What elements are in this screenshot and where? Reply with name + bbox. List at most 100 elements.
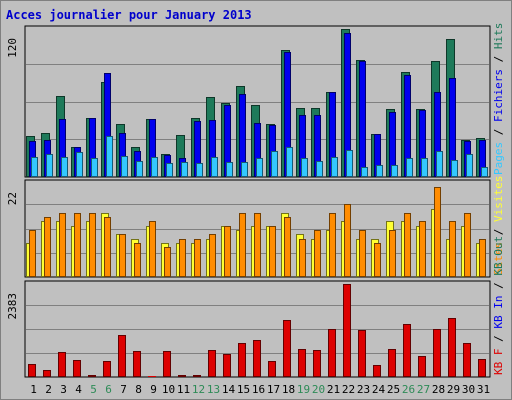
- legend-separator: /: [492, 276, 505, 296]
- bar-sites: [434, 187, 441, 277]
- bar-sites: [389, 230, 396, 277]
- bar-kb-f: [328, 329, 336, 377]
- bar-pages: [31, 157, 38, 177]
- legend-sites: Sites: [492, 242, 505, 275]
- panel-legend: KB F / KB In / KB Out: [492, 236, 505, 375]
- panels-group: 120 Pages / Fichiers / Hits 22 Sites / Visi…: [6, 23, 505, 378]
- legend-separator: /: [492, 49, 505, 69]
- day-label: 5: [90, 383, 97, 396]
- bar-kb-f: [403, 324, 411, 377]
- bar-kb-f: [148, 376, 156, 377]
- day-label: 11: [177, 383, 190, 396]
- day-label: 26: [402, 383, 415, 396]
- bar-sites: [269, 226, 276, 277]
- bar-pages: [346, 150, 353, 177]
- bar-kb-f: [88, 375, 96, 377]
- bar-pages: [361, 167, 368, 177]
- bar-sites: [194, 239, 201, 277]
- bar-pages: [46, 154, 53, 177]
- bar-fichiers: [359, 61, 366, 177]
- bar-kb-f: [283, 320, 291, 377]
- bar-sites: [449, 221, 456, 277]
- bar-pages: [331, 157, 338, 177]
- bar-pages: [436, 151, 443, 177]
- bar-pages: [166, 163, 173, 177]
- bar-sites: [419, 221, 426, 277]
- bar-kb-f: [118, 335, 126, 377]
- bar-sites: [374, 243, 381, 277]
- panel-legend: Sites / Visites: [492, 176, 505, 275]
- bar-kb-f: [463, 343, 471, 377]
- bar-pages: [481, 167, 488, 177]
- bar-kb-f: [373, 365, 381, 377]
- day-label: 20: [312, 383, 325, 396]
- bar-pages: [226, 162, 233, 177]
- bar-kb-f: [343, 284, 351, 377]
- day-labels-group: 1 2 3 4 5 6 7 8 9 10 11 12 13 14 15 16 17 18 19 20 21 22 23 24 2…: [30, 383, 490, 396]
- bar-pages: [76, 152, 83, 177]
- bar-sites: [119, 234, 126, 277]
- day-label: 25: [387, 383, 400, 396]
- bar-sites: [404, 213, 411, 277]
- panel-scale-label: 120: [6, 38, 19, 58]
- bar-pages: [91, 158, 98, 177]
- day-label: 30: [462, 383, 475, 396]
- bar-sites: [359, 230, 366, 277]
- panel-hits_files_pages: 120 Pages / Fichiers / Hits: [6, 23, 505, 178]
- day-label: 1: [30, 383, 37, 396]
- bar-sites: [224, 226, 231, 277]
- bar-sites: [329, 213, 336, 277]
- bar-sites: [284, 217, 291, 277]
- bar-pages: [151, 157, 158, 177]
- bar-kb-f: [253, 340, 261, 377]
- day-label: 29: [447, 383, 460, 396]
- bar-pages: [376, 165, 383, 177]
- bar-pages: [466, 154, 473, 177]
- day-label: 12: [192, 383, 205, 396]
- bar-sites: [209, 234, 216, 277]
- day-label: 16: [252, 383, 265, 396]
- day-label: 23: [357, 383, 370, 396]
- bar-kb-f: [433, 329, 441, 377]
- bar-pages: [61, 157, 68, 177]
- bar-sites: [479, 239, 486, 277]
- bar-kb-f: [268, 361, 276, 377]
- bar-sites: [239, 213, 246, 277]
- bar-pages: [196, 163, 203, 177]
- bar-pages: [106, 136, 113, 177]
- bar-kb-f: [313, 350, 321, 377]
- bar-kb-f: [358, 330, 366, 377]
- panel-legend: Pages / Fichiers / Hits: [492, 23, 505, 175]
- day-label: 31: [477, 383, 490, 396]
- bar-pages: [316, 161, 323, 177]
- bar-pages: [256, 158, 263, 177]
- day-label: 3: [60, 383, 67, 396]
- day-label: 13: [207, 383, 220, 396]
- bar-pages: [286, 147, 293, 177]
- legend-kb-out: KB Out: [492, 236, 505, 276]
- bar-pages: [421, 158, 428, 177]
- bar-sites: [104, 217, 111, 277]
- bar-sites: [134, 243, 141, 277]
- bar-pages: [301, 158, 308, 177]
- bar-sites: [254, 213, 261, 277]
- bar-pages: [181, 162, 188, 177]
- day-label: 18: [282, 383, 295, 396]
- panel-scale-label: 2383: [6, 293, 19, 320]
- bar-sites: [89, 213, 96, 277]
- bar-kb-f: [238, 343, 246, 377]
- bar-kb-f: [298, 349, 306, 377]
- bar-kb-f: [418, 356, 426, 377]
- bar-pages: [406, 158, 413, 177]
- chart-title: Acces journalier pour January 2013: [6, 8, 252, 22]
- legend-fichiers: Fichiers: [492, 69, 505, 122]
- bar-kb-f: [73, 360, 81, 377]
- legend-visites: Visites: [492, 176, 505, 222]
- legend-pages: Pages: [492, 142, 505, 175]
- day-label: 15: [237, 383, 250, 396]
- bar-sites: [344, 204, 351, 277]
- bar-kb-f: [133, 351, 141, 377]
- day-label: 27: [417, 383, 430, 396]
